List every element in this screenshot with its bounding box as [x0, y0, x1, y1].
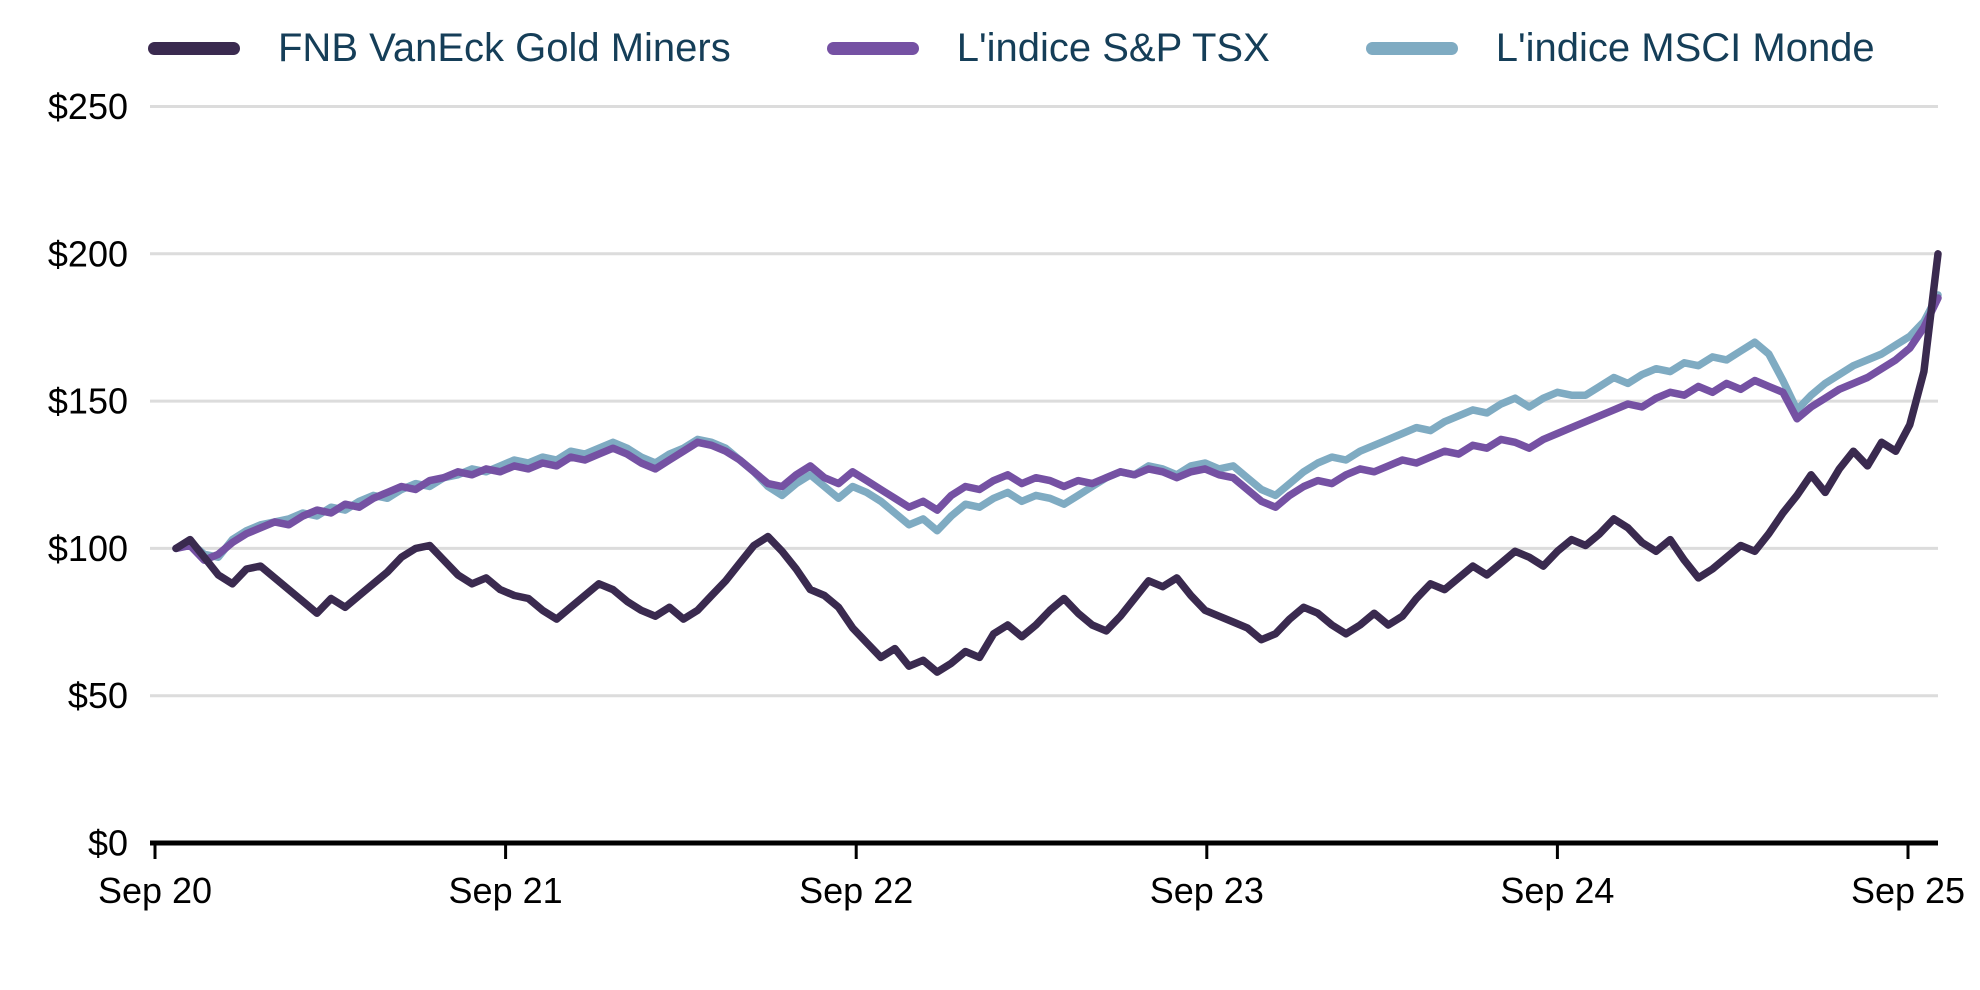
legend-label: L'indice MSCI Monde	[1495, 26, 1875, 70]
legend-swatch-icon	[148, 42, 240, 55]
series-line-fnb-vaneck-gold-miners	[172, 250, 1942, 676]
legend-swatch-icon	[826, 42, 919, 55]
legend-item-1: FNB VanEck Gold Miners	[148, 26, 731, 71]
legend-label: FNB VanEck Gold Miners	[278, 26, 731, 70]
legend-item-2: L'indice S&P TSX	[826, 26, 1270, 71]
x-axis-label-2: Sep 22	[799, 870, 913, 911]
y-axis-label-100: $100	[48, 528, 128, 569]
legend-label: L'indice S&P TSX	[956, 26, 1270, 70]
y-axis-label-200: $200	[48, 233, 128, 274]
x-axis-label-1: Sep 21	[449, 870, 563, 911]
series-line-l-indice-s-p-tsx	[172, 294, 1942, 564]
x-axis-label-3: Sep 23	[1150, 870, 1264, 911]
chart-legend: FNB VanEck Gold Miners L'indice S&P TSX L'…	[148, 26, 1980, 71]
x-axis-label-0: Sep 20	[98, 870, 212, 911]
legend-swatch-icon	[1365, 42, 1458, 55]
y-axis-label-150: $150	[48, 381, 128, 422]
y-axis-label-0: $0	[88, 823, 128, 864]
x-axis-label-4: Sep 24	[1500, 870, 1614, 911]
y-axis-label-250: $250	[48, 86, 128, 127]
legend-item-3: L'indice MSCI Monde	[1365, 26, 1875, 71]
x-axis-label-5: Sep 25	[1851, 870, 1965, 911]
series-line-l-indice-msci-monde	[172, 291, 1942, 561]
y-axis-label-50: $50	[68, 675, 128, 716]
